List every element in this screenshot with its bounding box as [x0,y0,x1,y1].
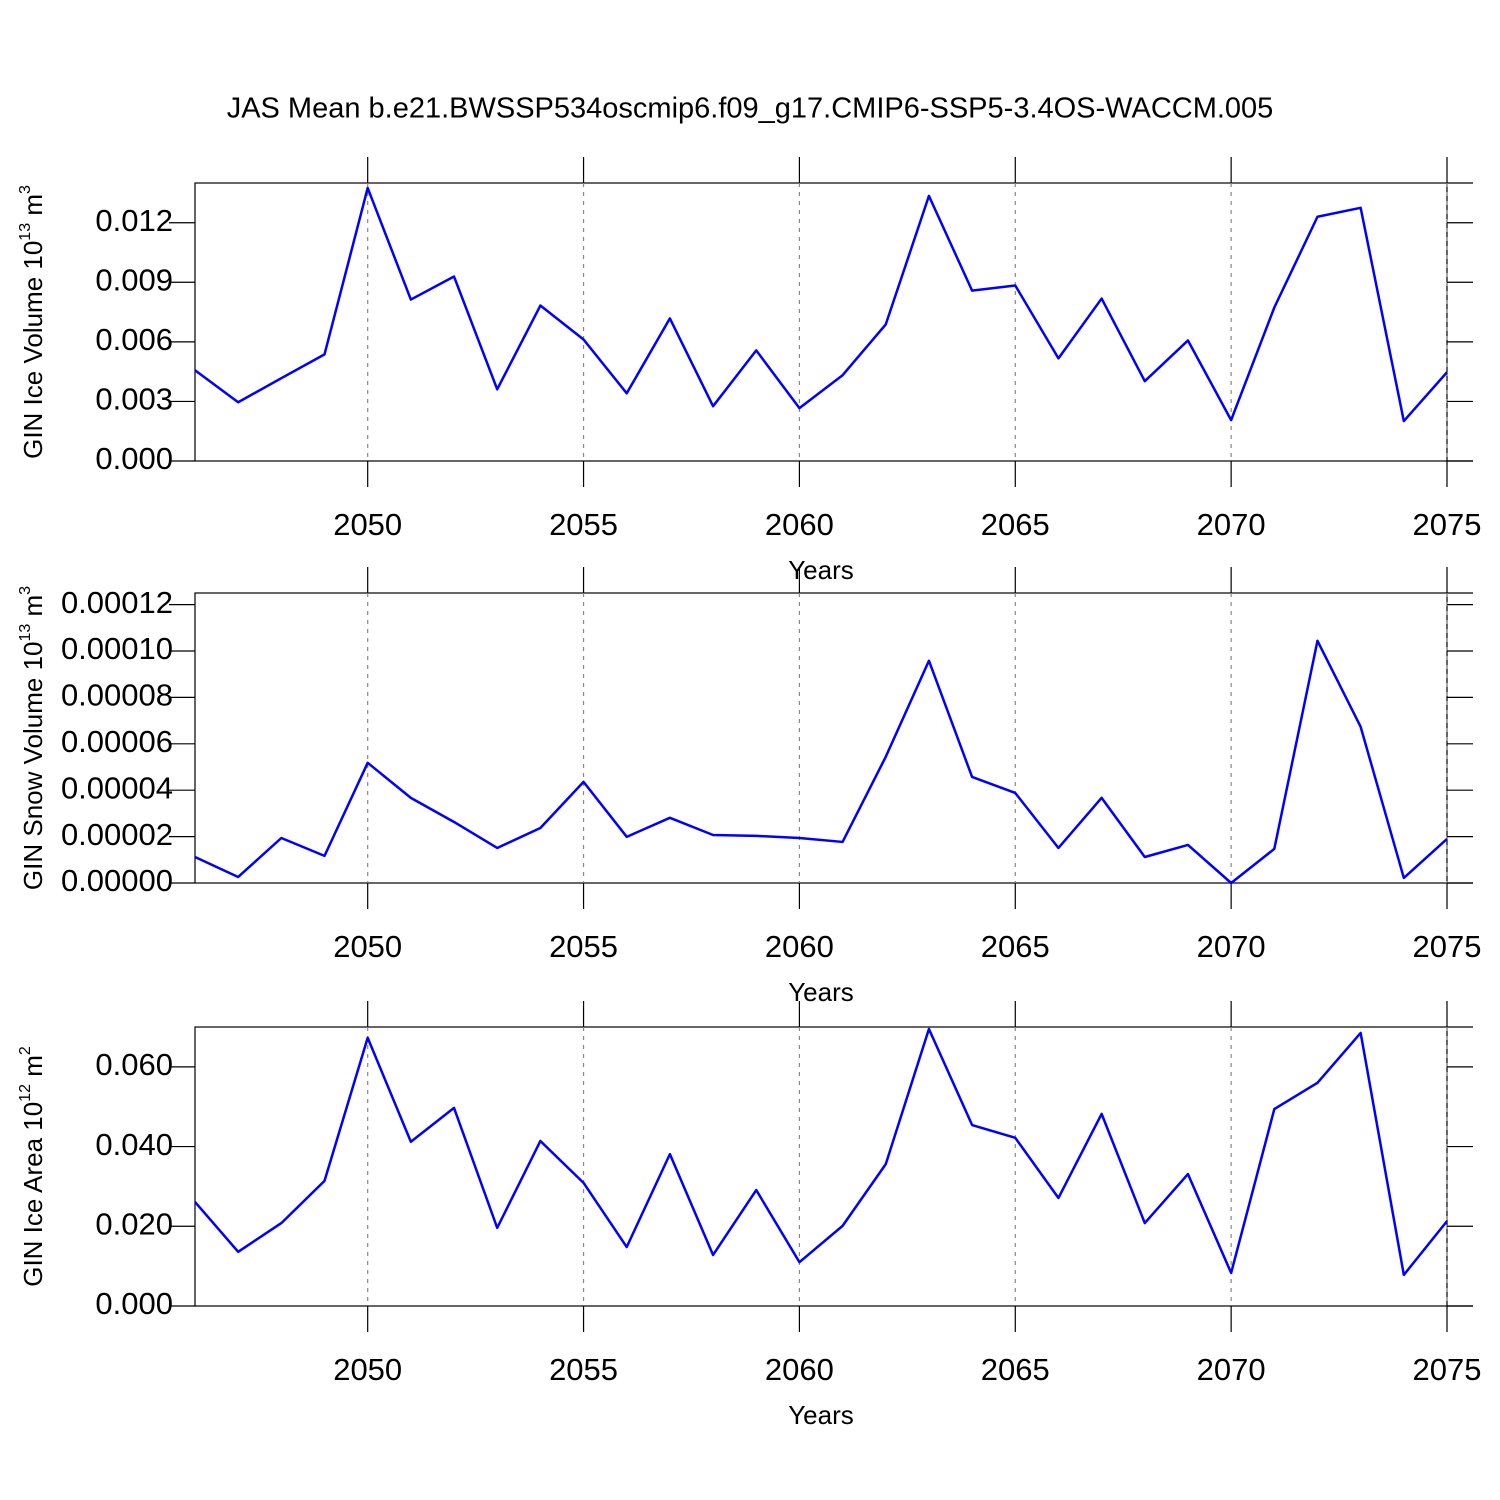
y-axis-label-superscript: 13 [17,223,34,241]
x-tick-label: 2055 [549,507,618,542]
y-tick-label: 0.00010 [61,631,173,666]
x-tick-label: 2050 [333,507,402,542]
y-axis-label-group: GIN Snow Volume 1013 m3 [17,586,48,890]
x-tick-label: 2065 [981,929,1050,964]
figure-title: JAS Mean b.e21.BWSSP534oscmip6.f09_g17.C… [227,93,1274,125]
y-tick-label: 0.000 [95,1286,173,1321]
x-tick-label: 2055 [549,1352,618,1387]
y-axis-label-group: GIN Ice Area 1012 m2 [17,1046,48,1287]
y-axis-label-superscript: 13 [17,624,34,642]
y-axis-label-part: m [18,595,48,624]
y-axis-label-superscript: 3 [17,586,34,595]
plot-frame [194,1026,1448,1307]
y-axis-label: GIN Ice Area 1012 m2 [17,1046,48,1287]
data-line [194,186,1448,423]
y-axis-label-superscript: 3 [17,185,34,194]
y-tick-label: 0.040 [95,1127,173,1162]
x-axis-label: Years [788,977,854,1007]
y-tick-label: 0.060 [95,1047,173,1082]
x-tick-label: 2075 [1413,929,1482,964]
x-tick-label: 2060 [765,507,834,542]
x-tick-label: 2075 [1413,507,1482,542]
y-tick-label: 0.00012 [61,585,173,620]
x-tick-label: 2060 [765,929,834,964]
panel: 2050 2055 2060 2065 2070 2075 0.000 0.003 0.006 0… [17,157,1481,585]
y-tick-label: 0.012 [95,203,173,238]
x-axis-label: Years [788,1400,854,1430]
data-line [194,639,1448,885]
y-axis-label-part: GIN Ice Volume 10 [18,241,48,459]
y-tick-label: 0.003 [95,382,173,417]
x-tick-label: 2060 [765,1352,834,1387]
y-tick-label: 0.006 [95,322,173,357]
x-tick-label: 2050 [333,929,402,964]
x-tick-label: 2070 [1197,507,1266,542]
x-tick-label: 2075 [1413,1352,1482,1387]
panel: 2050 2055 2060 2065 2070 2075 0.000 0.020 0.040 0… [17,1001,1481,1430]
y-axis-label-part: m [18,194,48,223]
y-axis-label-part: GIN Ice Area 10 [18,1102,48,1287]
x-tick-label: 2055 [549,929,618,964]
y-tick-label: 0.00008 [61,678,173,713]
x-tick-label: 2065 [981,507,1050,542]
y-tick-label: 0.020 [95,1206,173,1241]
y-axis-label-superscript: 2 [17,1046,34,1055]
y-tick-label: 0.00002 [61,817,173,852]
y-tick-label: 0.00004 [61,770,173,805]
y-axis-label-part: m [18,1055,48,1084]
x-tick-label: 2065 [981,1352,1050,1387]
y-axis-label-part: GIN Snow Volume 10 [18,642,48,891]
y-axis-label: GIN Ice Volume 1013 m3 [17,185,48,459]
x-tick-label: 2050 [333,1352,402,1387]
y-axis-label: GIN Snow Volume 1013 m3 [17,586,48,890]
y-tick-label: 0.009 [95,262,173,297]
y-tick-label: 0.000 [95,441,173,476]
data-line [194,1027,1448,1277]
y-tick-label: 0.00000 [61,863,173,898]
x-tick-label: 2070 [1197,929,1266,964]
y-axis-label-group: GIN Ice Volume 1013 m3 [17,185,48,459]
x-axis-label: Years [788,555,854,585]
x-tick-label: 2070 [1197,1352,1266,1387]
panel: 2050 2055 2060 2065 2070 2075 0.00000 0.00002 0.… [17,567,1481,1007]
y-axis-label-superscript: 12 [17,1084,34,1102]
y-tick-label: 0.00006 [61,724,173,759]
